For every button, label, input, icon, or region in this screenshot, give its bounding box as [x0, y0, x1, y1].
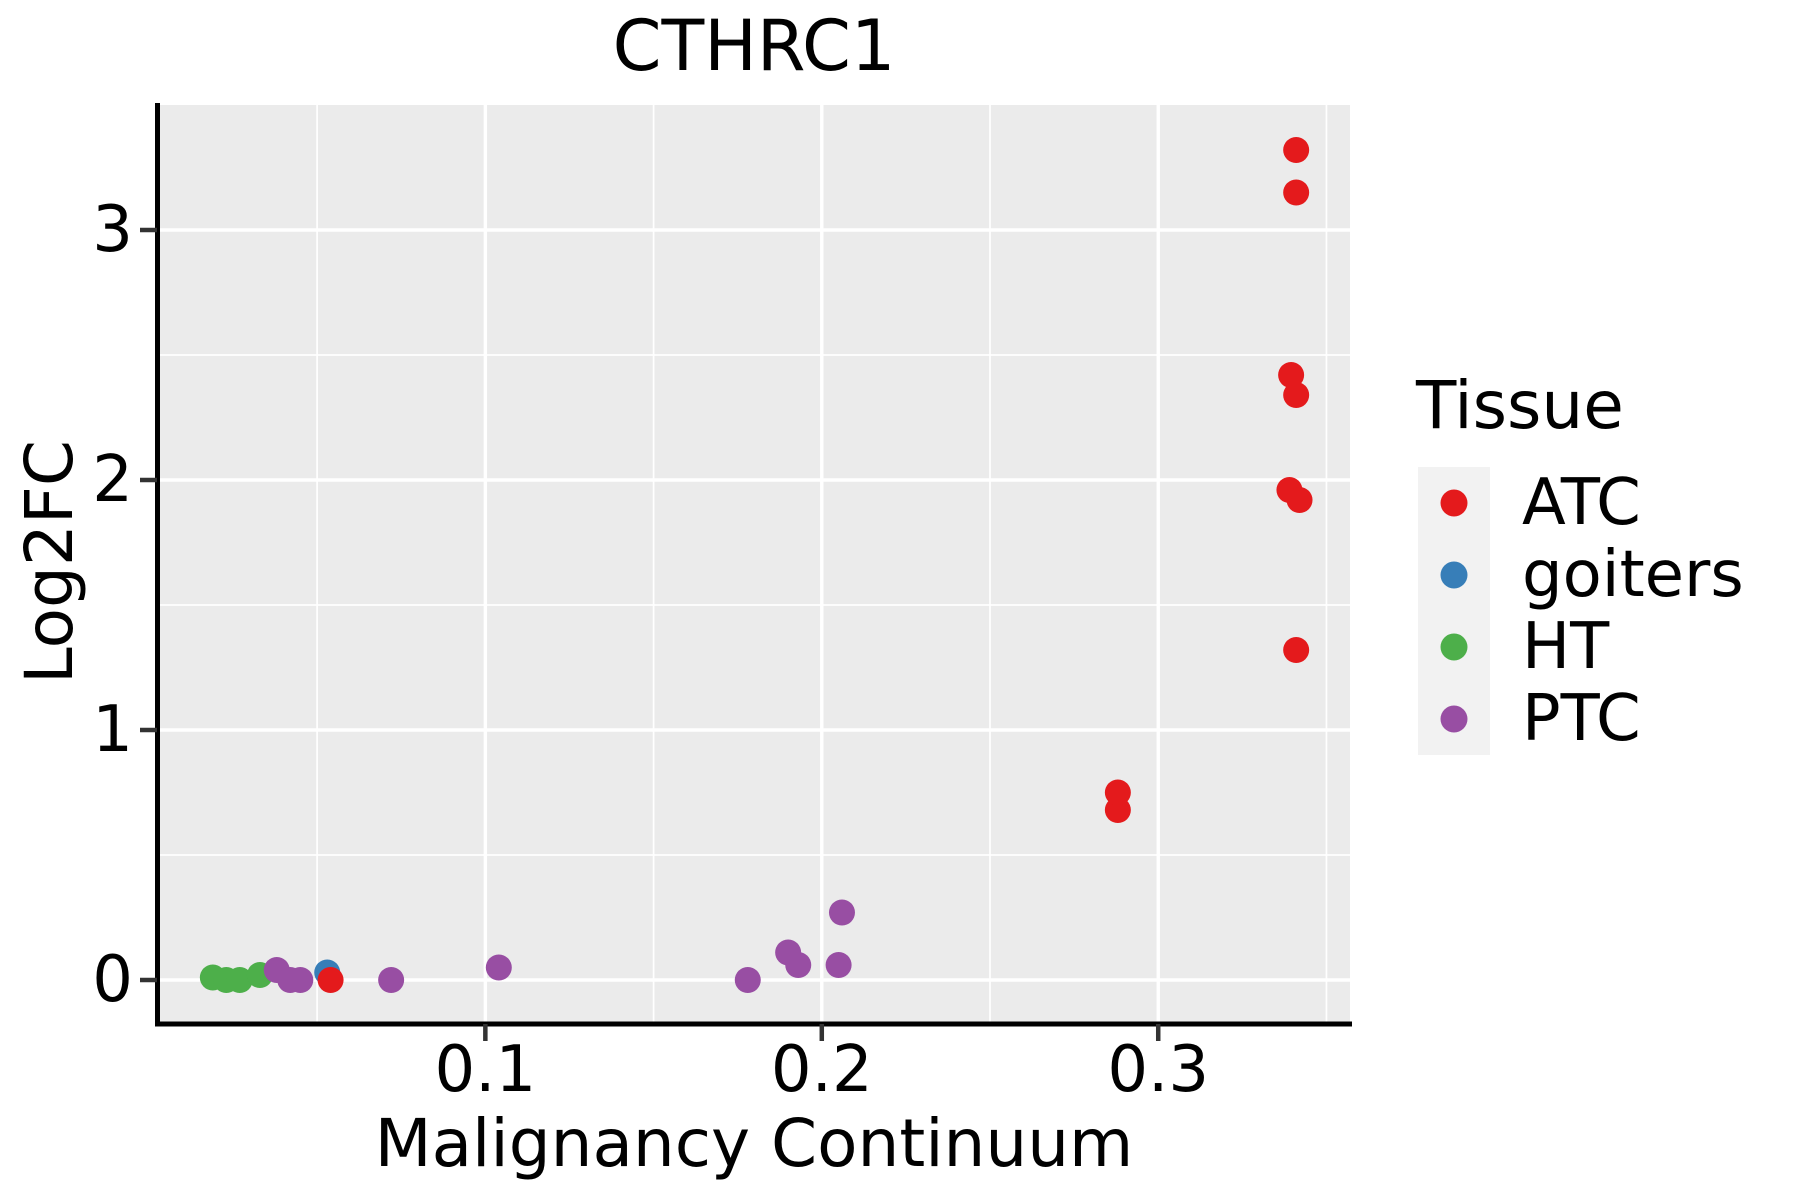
legend-label-goiters: goiters — [1522, 538, 1744, 612]
data-point-ATC — [1283, 382, 1310, 408]
y-axis-label: Log2FC — [11, 440, 88, 684]
data-point-HT — [226, 967, 253, 993]
data-points-layer — [199, 137, 1313, 993]
y-tick-label: 0 — [92, 943, 133, 1017]
data-point-ATC — [1283, 137, 1310, 163]
legend-label-PTC: PTC — [1522, 682, 1641, 756]
legend-key-dot-ATC — [1440, 489, 1468, 517]
data-point-PTC — [485, 954, 512, 981]
x-tick-label: 0.3 — [1107, 1033, 1209, 1107]
data-point-ATC — [1286, 487, 1313, 513]
data-point-PTC — [287, 967, 314, 993]
data-point-PTC — [734, 967, 761, 993]
data-point-ATC — [317, 967, 344, 993]
legend-key-dot-goiters — [1440, 561, 1468, 589]
x-tick-label: 0.2 — [771, 1033, 873, 1107]
legend-key-dot-HT — [1440, 633, 1468, 661]
data-point-PTC — [785, 952, 812, 978]
major-gridlines — [159, 105, 1350, 1022]
y-axis-ticks — [140, 227, 157, 983]
y-tick-label: 2 — [92, 443, 133, 517]
x-axis-tick-labels: 0.1 0.2 0.3 — [434, 1033, 1209, 1107]
minor-gridlines — [159, 105, 1350, 1022]
legend-label-HT: HT — [1522, 610, 1610, 684]
plot-panel-background — [159, 105, 1350, 1022]
legend-key-dot-PTC — [1440, 705, 1468, 733]
data-point-PTC — [378, 967, 405, 993]
data-point-PTC — [828, 899, 855, 926]
x-axis-label: Malignancy Continuum — [375, 1105, 1134, 1182]
x-tick-label: 0.1 — [434, 1033, 536, 1107]
data-point-PTC — [825, 952, 852, 978]
data-point-ATC — [1283, 637, 1310, 663]
legend-title: Tissue — [1415, 367, 1624, 444]
y-tick-label: 1 — [92, 693, 133, 767]
y-tick-label: 3 — [92, 193, 133, 267]
legend-label-ATC: ATC — [1522, 466, 1641, 540]
data-point-ATC — [1283, 179, 1310, 206]
x-axis-ticks — [483, 1024, 1161, 1041]
data-point-ATC — [1278, 362, 1305, 388]
chart-title: CTHRC1 — [613, 5, 896, 87]
data-point-ATC — [1104, 779, 1131, 806]
y-axis-tick-labels: 0 1 2 3 — [92, 193, 133, 1017]
